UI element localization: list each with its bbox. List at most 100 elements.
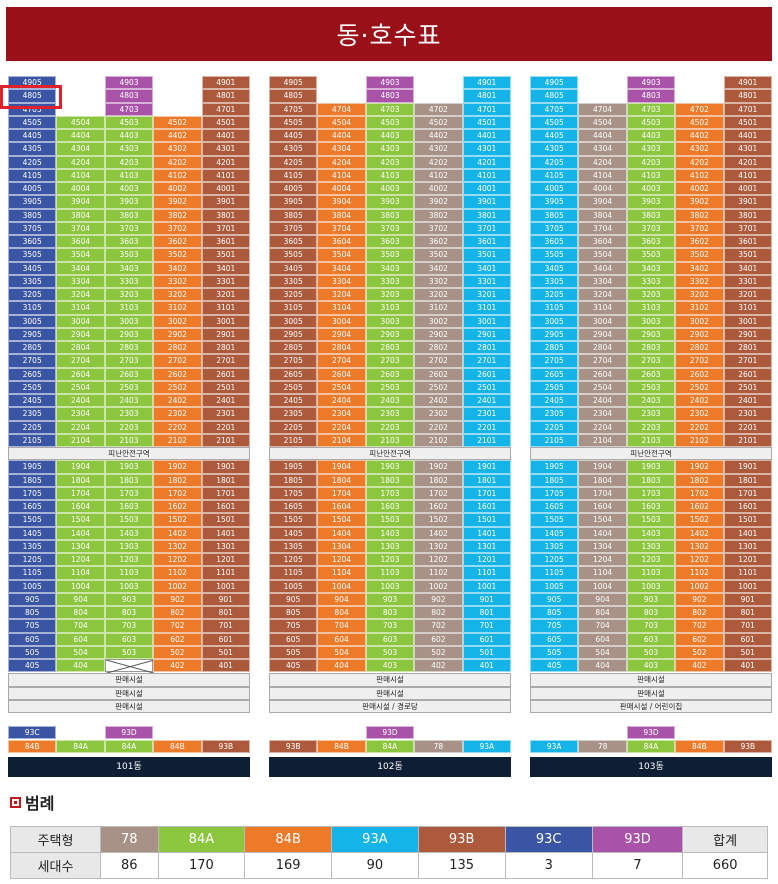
unit-cell: 1403 xyxy=(104,526,154,540)
unit-cell: 502 xyxy=(414,645,463,659)
unit-cell: 3102 xyxy=(675,301,724,315)
unit-cell: 2504 xyxy=(56,380,105,394)
unit-cell: 2405 xyxy=(530,394,579,408)
unit-cell: 401 xyxy=(201,659,250,673)
unit-cell: 803 xyxy=(626,606,676,620)
unit-cell: 1803 xyxy=(626,473,676,487)
unit-cell: 2403 xyxy=(365,394,415,408)
unit-cell: 3001 xyxy=(462,314,511,328)
unit-cell: 4204 xyxy=(56,155,105,169)
unit-cell: 1905 xyxy=(530,460,579,474)
unit-cell: 3905 xyxy=(8,195,57,209)
unit-cell: 1705 xyxy=(530,486,579,500)
unit-cell: 4901 xyxy=(201,76,250,90)
unit-cell: 2303 xyxy=(104,407,154,421)
unit-cell: 604 xyxy=(56,632,105,646)
unit-cell: 2103 xyxy=(626,433,676,447)
unit-cell: 4101 xyxy=(462,168,511,182)
unit-cell: 3302 xyxy=(153,274,202,288)
unit-cell: 2301 xyxy=(462,407,511,421)
unit-cell: 803 xyxy=(104,606,154,620)
unit-cell: 3903 xyxy=(365,195,415,209)
unit-cell: 501 xyxy=(201,645,250,659)
unit-cell: 3801 xyxy=(462,208,511,222)
legend-type-cell: 78 xyxy=(100,826,159,853)
unit-cell: 3201 xyxy=(723,288,772,302)
unit-cell: 1901 xyxy=(462,460,511,474)
unit-cell: 2602 xyxy=(153,367,202,381)
retail-floor: 판매시설 xyxy=(8,673,250,687)
unit-cell: 3904 xyxy=(578,195,627,209)
unit-cell: 701 xyxy=(201,619,250,633)
unit-cell: 1202 xyxy=(414,553,463,567)
unit-cell: 1503 xyxy=(626,513,676,527)
type-cell: 84B xyxy=(8,740,57,754)
unit-cell: 405 xyxy=(269,659,318,673)
unit-cell: 2403 xyxy=(104,394,154,408)
unit-cell: 703 xyxy=(365,619,415,633)
unit-cell: 3603 xyxy=(626,235,676,249)
highlight-box xyxy=(0,85,62,109)
unit-cell: 2605 xyxy=(269,367,318,381)
unit-cell: 3703 xyxy=(104,221,154,235)
unit-cell: 1301 xyxy=(462,539,511,553)
unit-cell: 2505 xyxy=(269,380,318,394)
unit-cell: 4703 xyxy=(626,102,676,116)
unit-cell: 3003 xyxy=(104,314,154,328)
unit-cell: 3402 xyxy=(675,261,724,275)
unit-cell: 3201 xyxy=(462,288,511,302)
unit-cell: 3702 xyxy=(414,221,463,235)
unit-cell: 3104 xyxy=(56,301,105,315)
unit-cell: 2602 xyxy=(414,367,463,381)
unit-cell: 1902 xyxy=(414,460,463,474)
unit-cell: 3501 xyxy=(723,248,772,262)
type-cell: 93D xyxy=(365,726,415,740)
unit-cell: 602 xyxy=(414,632,463,646)
unit-cell: 605 xyxy=(8,632,57,646)
unit-cell: 4102 xyxy=(153,168,202,182)
unit-cell: 2401 xyxy=(462,394,511,408)
unit-cell: 4805 xyxy=(8,89,57,103)
unit-cell: 4202 xyxy=(153,155,202,169)
unit-cell: 4204 xyxy=(578,155,627,169)
unit-cell: 4303 xyxy=(104,142,154,156)
square-icon xyxy=(10,796,21,808)
unit-cell: 4102 xyxy=(675,168,724,182)
unit-cell: 503 xyxy=(104,645,154,659)
unit-cell: 3002 xyxy=(414,314,463,328)
unit-cell: 3505 xyxy=(530,248,579,262)
unit-cell: 504 xyxy=(317,645,366,659)
unit-cell: 1904 xyxy=(317,460,366,474)
unit-cell: 1104 xyxy=(578,566,627,580)
unit-cell: 3204 xyxy=(56,288,105,302)
unit-cell: 1805 xyxy=(269,473,318,487)
unit-cell: 1304 xyxy=(317,539,366,553)
unit-cell: 4504 xyxy=(317,115,366,129)
unit-cell: 3102 xyxy=(414,301,463,315)
unit-cell: 3902 xyxy=(675,195,724,209)
unit-cell: 3103 xyxy=(626,301,676,315)
unit-cell: 1001 xyxy=(201,579,250,593)
unit-cell: 2905 xyxy=(269,327,318,341)
unit-cell: 1502 xyxy=(675,513,724,527)
unit-cell: 3404 xyxy=(56,261,105,275)
unit-cell: 804 xyxy=(56,606,105,620)
unit-cell: 503 xyxy=(626,645,676,659)
unit-cell: 1205 xyxy=(269,553,318,567)
unit-cell: 2501 xyxy=(462,380,511,394)
unit-cell: 1804 xyxy=(317,473,366,487)
unit-cell: 3604 xyxy=(56,235,105,249)
type-cell: 84A xyxy=(626,740,676,754)
unit-cell: 905 xyxy=(269,592,318,606)
unit-cell: 1305 xyxy=(530,539,579,553)
unit-cell: 605 xyxy=(530,632,579,646)
unit-cell: 4505 xyxy=(530,115,579,129)
type-cell: 93A xyxy=(462,740,511,754)
unit-cell: 2704 xyxy=(317,354,366,368)
unit-cell: 1603 xyxy=(365,500,415,514)
unit-cell: 3005 xyxy=(530,314,579,328)
unit-cell: 2701 xyxy=(201,354,250,368)
unit-cell: 2705 xyxy=(530,354,579,368)
unit-cell: 3305 xyxy=(530,274,579,288)
unit-cell: 1303 xyxy=(626,539,676,553)
